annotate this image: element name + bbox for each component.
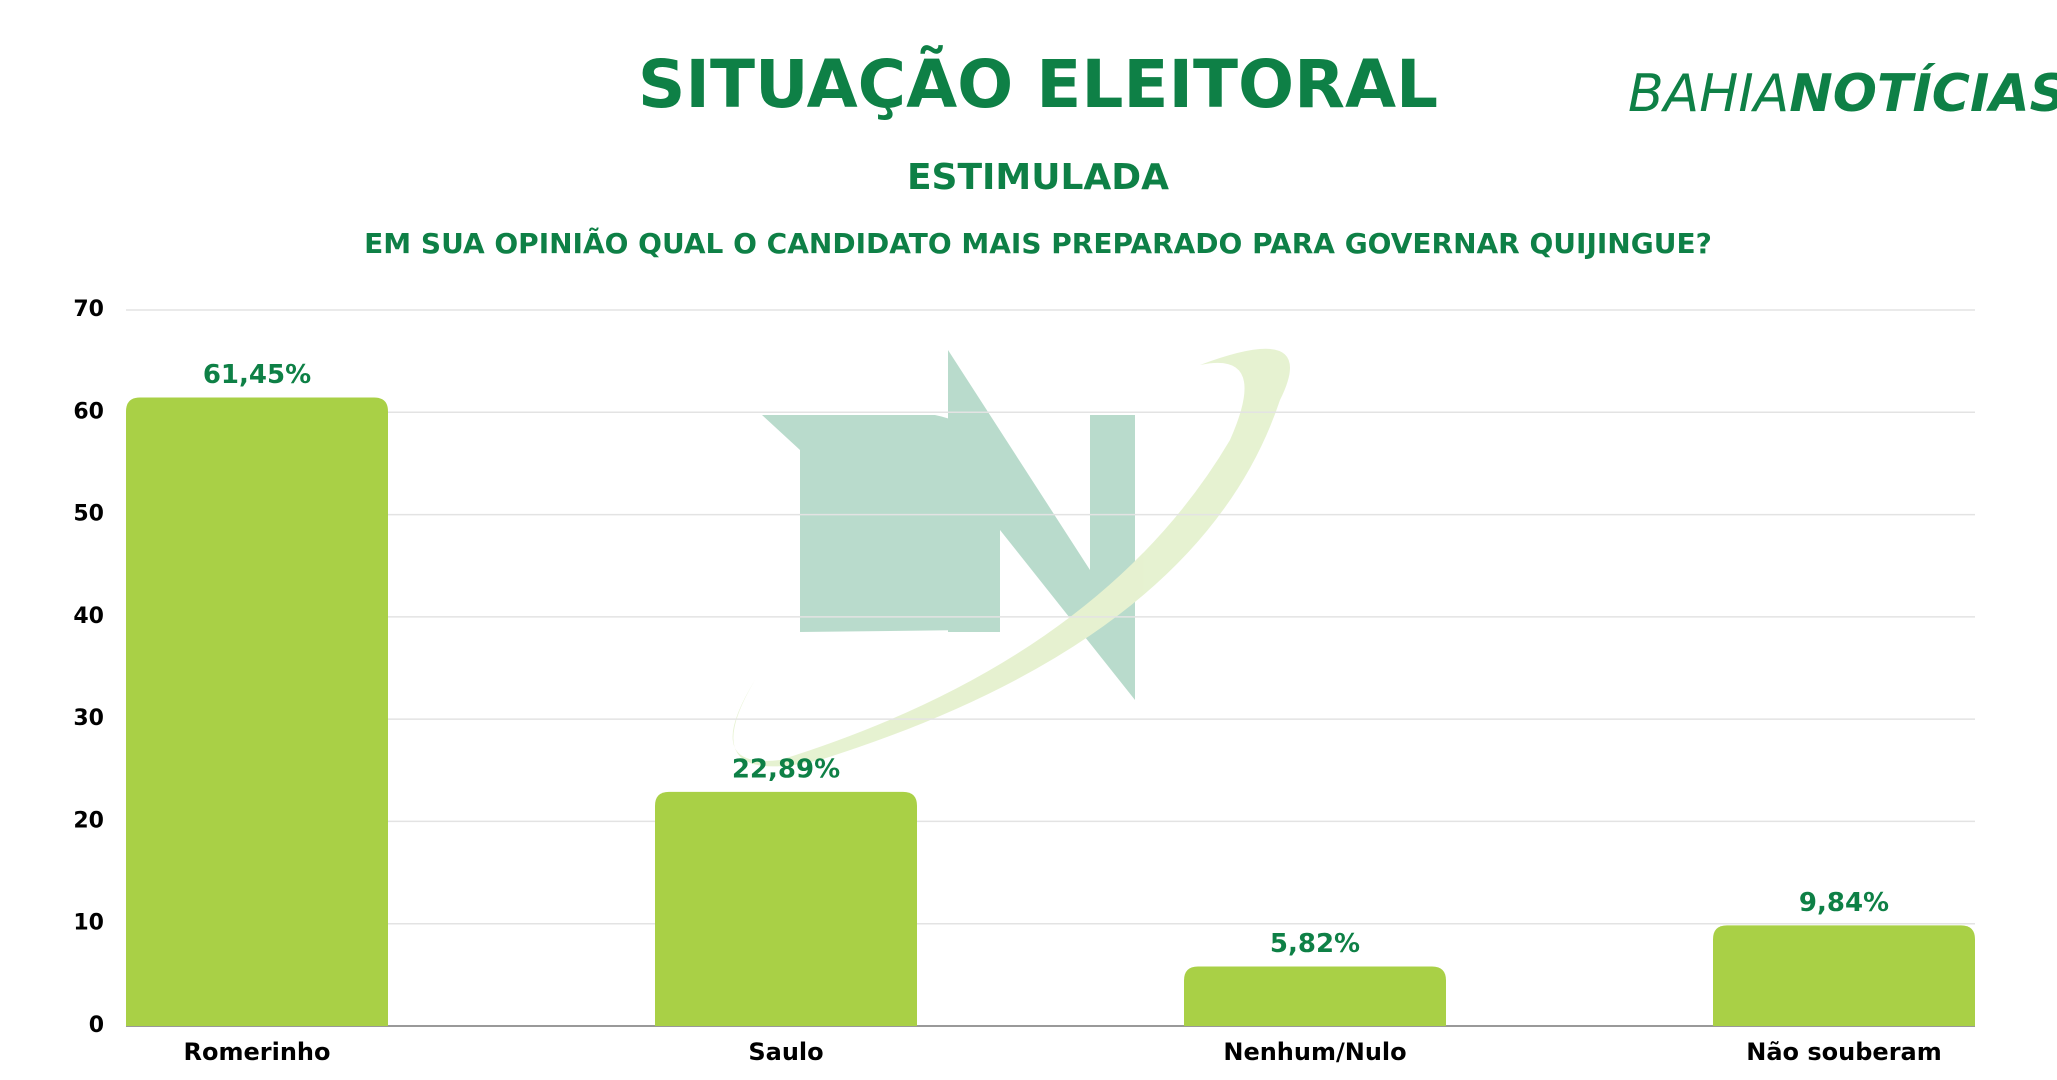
y-tick-label: 60	[73, 399, 104, 424]
x-tick-label: Nenhum/Nulo	[1223, 1038, 1406, 1066]
y-tick-label: 30	[73, 706, 104, 731]
x-tick-label: Não souberam	[1746, 1038, 1941, 1066]
value-label: 5,82%	[1270, 929, 1360, 959]
bar	[126, 397, 388, 1026]
logo-bold: NOTÍCIAS	[1789, 63, 2057, 124]
y-tick-label: 70	[73, 297, 104, 322]
value-label: 9,84%	[1799, 888, 1889, 918]
y-tick-label: 50	[73, 502, 104, 527]
watermark-b	[762, 415, 995, 632]
y-tick-label: 0	[89, 1013, 104, 1038]
chart-title: SITUAÇÃO ELEITORAL	[638, 45, 1438, 123]
chart-subtitle: ESTIMULADA	[907, 157, 1169, 198]
value-label: 61,45%	[203, 360, 311, 390]
y-tick-label: 40	[73, 604, 104, 629]
bar	[1184, 966, 1446, 1026]
watermark-arc	[732, 348, 1290, 767]
bar	[1713, 925, 1975, 1026]
watermark-n	[948, 350, 1135, 700]
watermark	[732, 348, 1290, 767]
chart-question: EM SUA OPINIÃO QUAL O CANDIDATO MAIS PRE…	[364, 226, 1712, 260]
x-tick-label: Saulo	[748, 1038, 823, 1066]
y-tick-label: 10	[73, 911, 104, 936]
logo: BAHIANOTÍCIAS	[1628, 63, 2057, 124]
x-tick-label: Romerinho	[184, 1038, 331, 1066]
bar	[655, 791, 917, 1026]
y-tick-label: 20	[73, 808, 104, 833]
logo-light: BAHIA	[1628, 64, 1789, 124]
value-label: 22,89%	[732, 754, 840, 784]
